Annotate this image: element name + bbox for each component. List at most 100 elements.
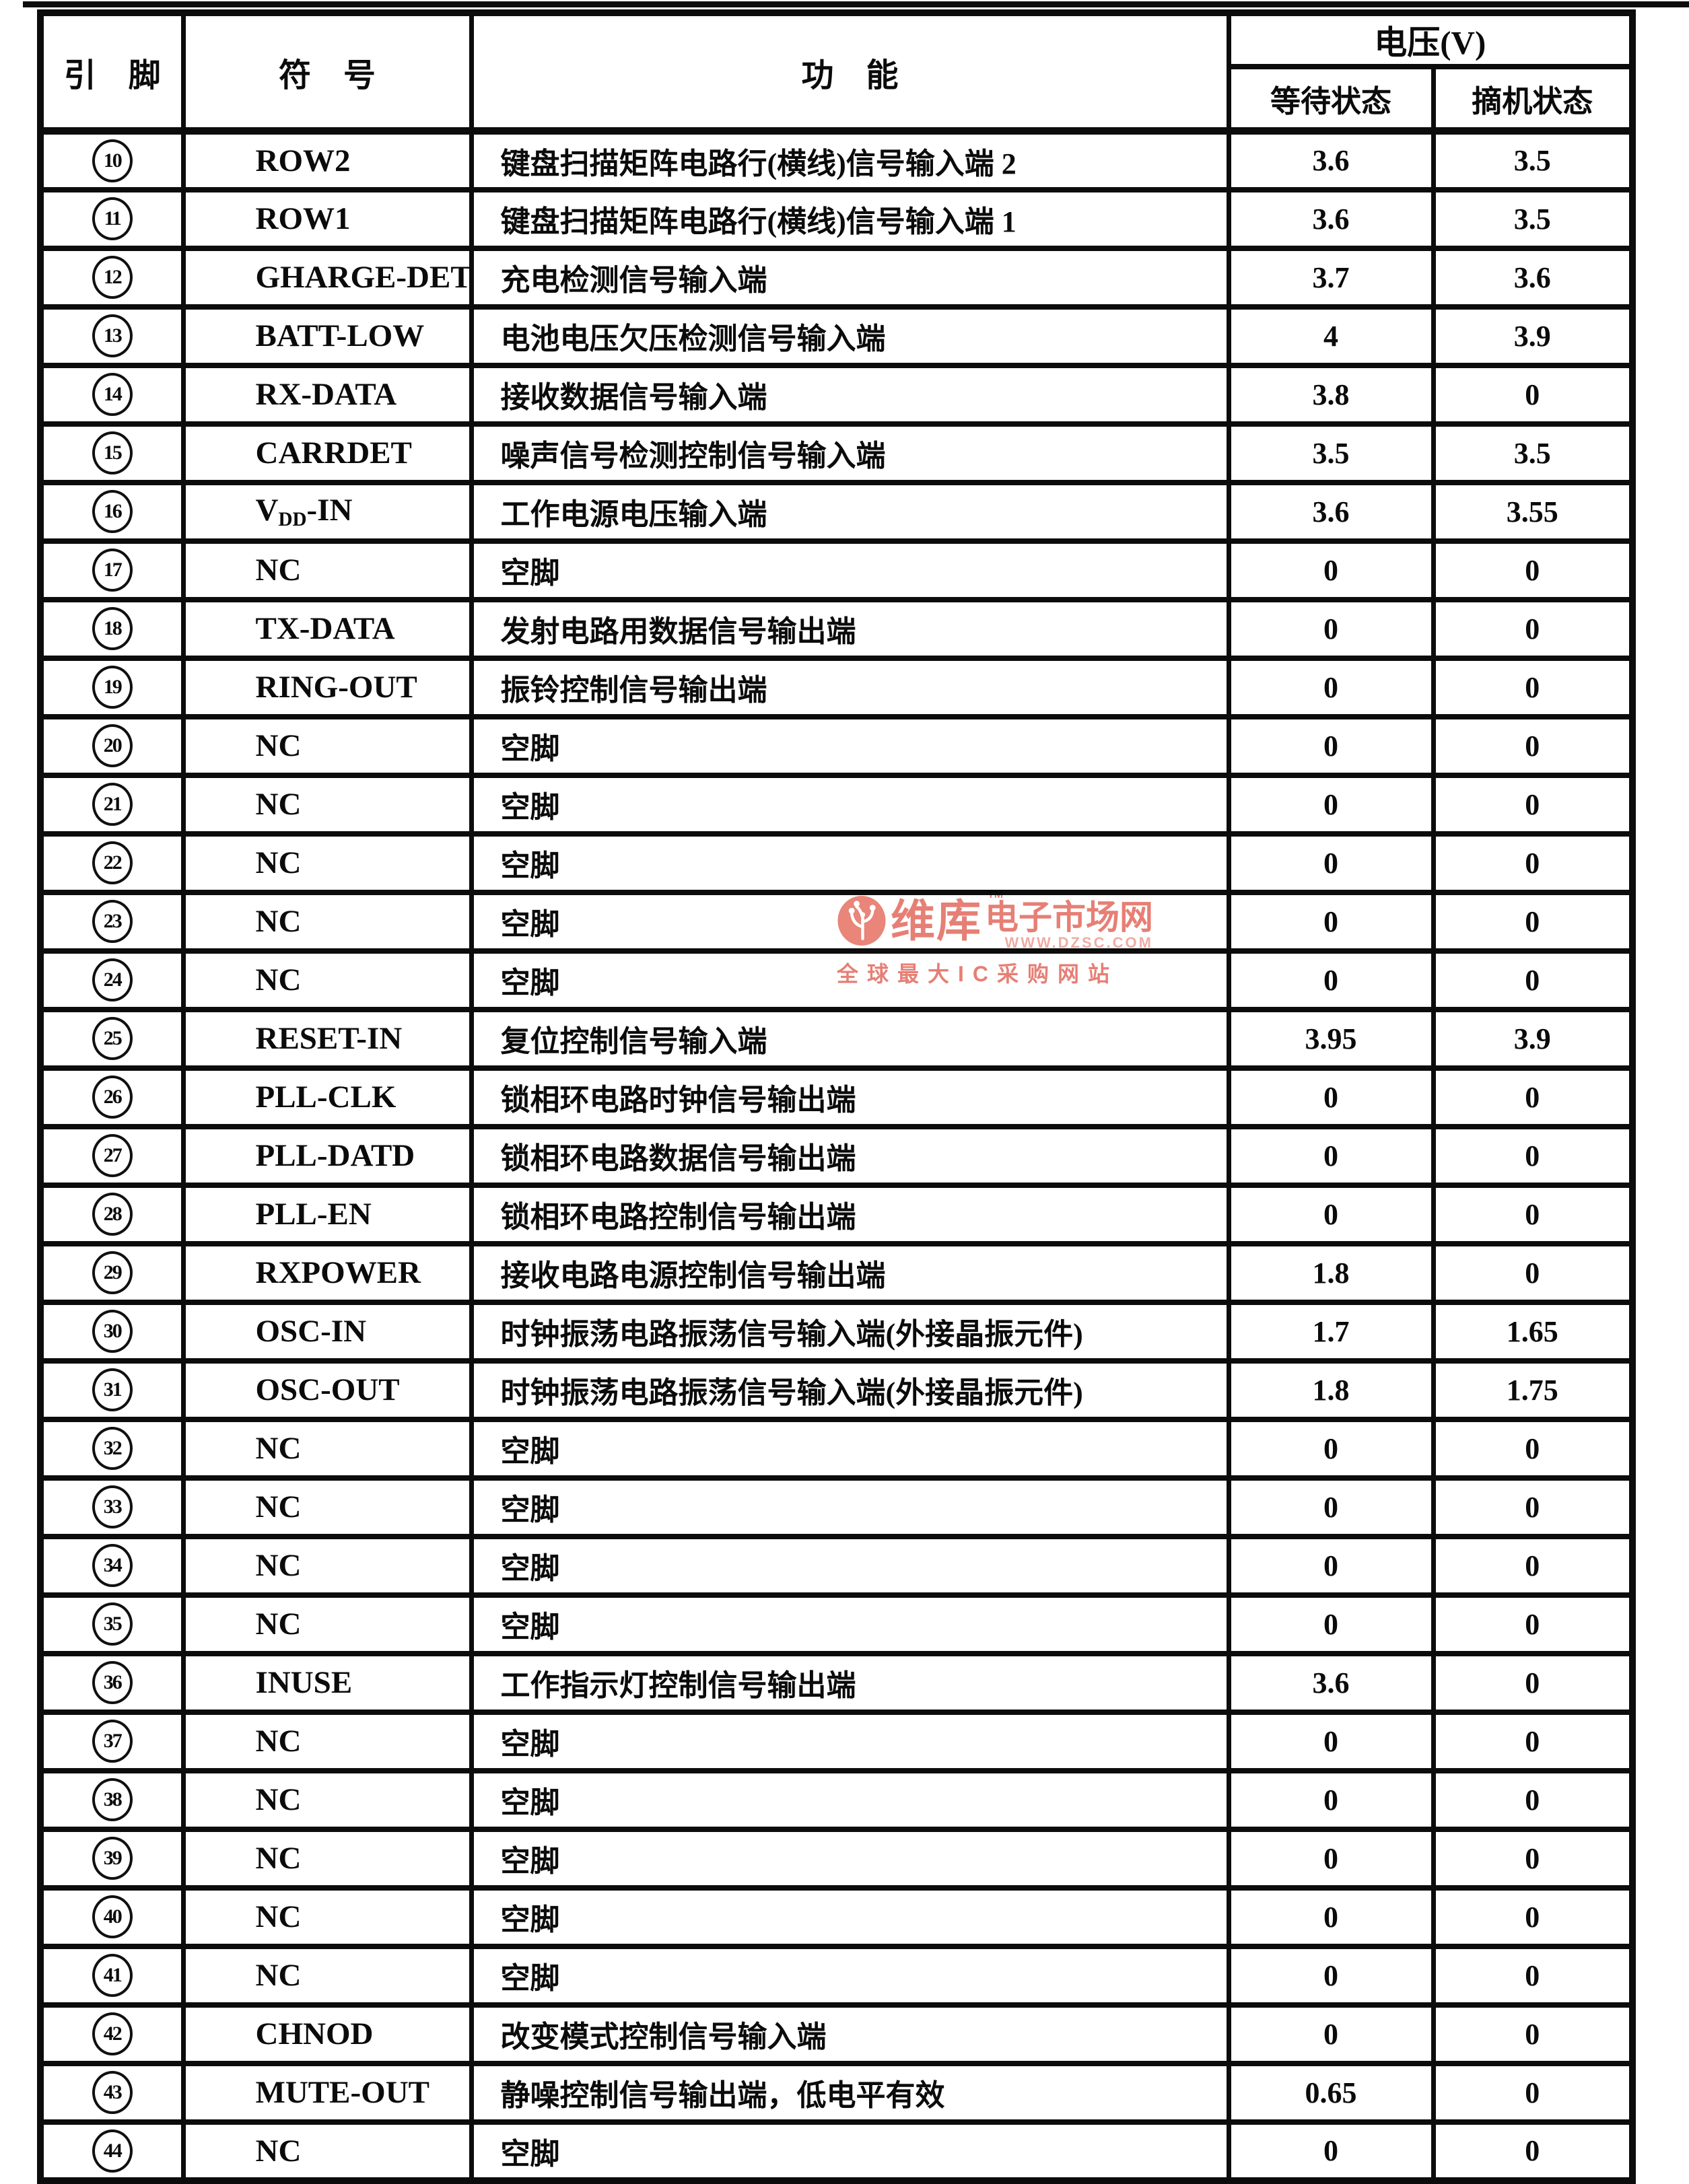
pin-number: 40 (103, 1905, 123, 1928)
wait-voltage-cell: 0 (1226, 655, 1436, 719)
offhook-voltage: 0 (1525, 787, 1540, 821)
function-cell-text: 键盘扫描矩阵电路行(横线)信号输入端 1 (500, 205, 1016, 238)
pin-number: 34 (103, 1554, 123, 1576)
pin-number-badge: 37 (92, 1720, 133, 1763)
function-cell-text: 空脚 (500, 1435, 560, 1468)
wait-voltage: 0 (1323, 1197, 1338, 1231)
wait-voltage: 3.8 (1312, 378, 1350, 411)
pin-number: 22 (103, 851, 123, 874)
function-cell-text: 接收电路电源控制信号输出端 (500, 1259, 886, 1292)
function-cell: 复位控制信号输入端 (469, 1006, 1231, 1071)
pin-cell: 43 (38, 2060, 186, 2125)
function-cell-text: 空脚 (500, 2137, 560, 2171)
symbol-cell-text: PLL-DATD (255, 1138, 415, 1173)
wait-voltage: 0 (1323, 905, 1338, 938)
table-row: 17 NC 空脚 0 0 (38, 538, 1635, 602)
pin-number: 11 (104, 207, 122, 230)
symbol-cell-text: CHNOD (255, 2016, 374, 2051)
wait-voltage: 0 (1323, 1900, 1338, 1934)
offhook-voltage-cell: 0 (1431, 1240, 1635, 1305)
pin-number: 25 (103, 1027, 123, 1049)
symbol-cell-text: OSC-IN (255, 1314, 367, 1349)
header-function: 功 能 (469, 10, 1231, 134)
symbol-cell: RING-OUT (180, 655, 474, 719)
offhook-voltage: 3.55 (1506, 495, 1558, 528)
wait-voltage: 0 (1323, 787, 1338, 821)
offhook-voltage-cell: 0 (1431, 1943, 1635, 2008)
wait-voltage-cell: 0 (1226, 1943, 1436, 2008)
pin-number: 14 (103, 383, 123, 405)
wait-voltage-cell: 0 (1226, 1826, 1436, 1891)
offhook-voltage-cell: 0 (1431, 1416, 1635, 1481)
symbol-cell-text: NC (255, 1724, 302, 1759)
offhook-voltage: 0 (1525, 1432, 1540, 1465)
pin-cell: 37 (38, 1709, 186, 1773)
offhook-voltage-cell: 3.9 (1431, 304, 1635, 368)
table-row: 37 NC 空脚 0 0 (38, 1709, 1635, 1773)
offhook-voltage: 0 (1525, 378, 1540, 411)
offhook-voltage-cell: 0 (1431, 1592, 1635, 1656)
offhook-voltage-cell: 0 (1431, 831, 1635, 895)
offhook-voltage-cell: 0 (1431, 362, 1635, 427)
offhook-voltage: 0 (1525, 2134, 1540, 2167)
wait-voltage-cell: 0 (1226, 1182, 1436, 1246)
wait-voltage-cell: 0 (1226, 889, 1436, 954)
offhook-voltage-cell: 0 (1431, 1123, 1635, 1188)
function-cell-text: 时钟振荡电路振荡信号输入端(外接晶振元件) (500, 1376, 1083, 1409)
table-row: 34 NC 空脚 0 0 (38, 1533, 1635, 1598)
offhook-voltage: 3.5 (1513, 144, 1551, 178)
offhook-voltage: 0 (1525, 1959, 1540, 1992)
wait-voltage-cell: 0 (1226, 1065, 1436, 1129)
symbol-cell-text: OSC-OUT (255, 1372, 400, 1407)
wait-voltage: 0 (1323, 1724, 1338, 1758)
pin-number: 16 (103, 500, 123, 522)
wait-voltage-cell: 0 (1226, 1533, 1436, 1598)
offhook-voltage-cell: 0 (1431, 1182, 1635, 1246)
pin-number-badge: 21 (92, 783, 133, 826)
table-row: 20 NC 空脚 0 0 (38, 713, 1635, 778)
offhook-voltage-cell: 0 (1431, 948, 1635, 1012)
offhook-voltage: 0 (1525, 1666, 1540, 1699)
offhook-voltage-cell: 0 (1431, 1884, 1635, 1949)
function-cell-text: 发射电路用数据信号输出端 (500, 615, 856, 648)
function-cell-text: 空脚 (500, 1493, 560, 1526)
pin-cell: 18 (38, 596, 186, 661)
symbol-cell: NC (180, 831, 474, 895)
wait-voltage-cell: 3.95 (1226, 1006, 1436, 1071)
wait-voltage-cell: 1.8 (1226, 1358, 1436, 1422)
pin-number-badge: 26 (92, 1076, 133, 1119)
wait-voltage-cell: 0 (1226, 1475, 1436, 1539)
symbol-cell-text: INUSE (255, 1665, 353, 1700)
symbol-cell: NC (180, 1884, 474, 1949)
wait-voltage-cell: 0 (1226, 831, 1436, 895)
function-cell-text: 时钟振荡电路振荡信号输入端(外接晶振元件) (500, 1318, 1083, 1351)
pin-number: 24 (103, 968, 123, 991)
wait-voltage-cell: 3.6 (1226, 186, 1436, 251)
pin-cell: 35 (38, 1592, 186, 1656)
wait-voltage-cell: 0 (1226, 948, 1436, 1012)
function-cell: 键盘扫描矩阵电路行(横线)信号输入端 1 (469, 186, 1231, 251)
symbol-cell: TX-DATA (180, 596, 474, 661)
symbol-cell-text: NC (255, 1841, 302, 1876)
pin-number-badge: 42 (92, 2012, 133, 2055)
function-cell: 空脚 (469, 772, 1231, 837)
pin-cell: 29 (38, 1240, 186, 1305)
pin-cell: 19 (38, 655, 186, 719)
table-row: 32 NC 空脚 0 0 (38, 1416, 1635, 1481)
function-cell-text: 空脚 (500, 908, 560, 941)
wait-voltage: 0 (1323, 1959, 1338, 1992)
symbol-cell-text: ROW2 (255, 143, 351, 178)
table-row: 33 NC 空脚 0 0 (38, 1475, 1635, 1539)
function-cell: 空脚 (469, 1943, 1231, 2008)
function-cell: 锁相环电路时钟信号输出端 (469, 1065, 1231, 1129)
wait-voltage-cell: 0 (1226, 2119, 1436, 2183)
pin-number: 10 (103, 149, 123, 172)
table-row: 42 CHNOD 改变模式控制信号输入端 0 0 (38, 2002, 1635, 2066)
pin-number: 13 (103, 324, 123, 347)
pin-cell: 34 (38, 1533, 186, 1598)
symbol-cell-text: NC (255, 553, 302, 588)
wait-voltage: 1.8 (1312, 1256, 1350, 1290)
symbol-cell-text: NC (255, 787, 302, 822)
table-row: 19 RING-OUT 振铃控制信号输出端 0 0 (38, 655, 1635, 719)
function-cell-text: 空脚 (500, 1552, 560, 1585)
